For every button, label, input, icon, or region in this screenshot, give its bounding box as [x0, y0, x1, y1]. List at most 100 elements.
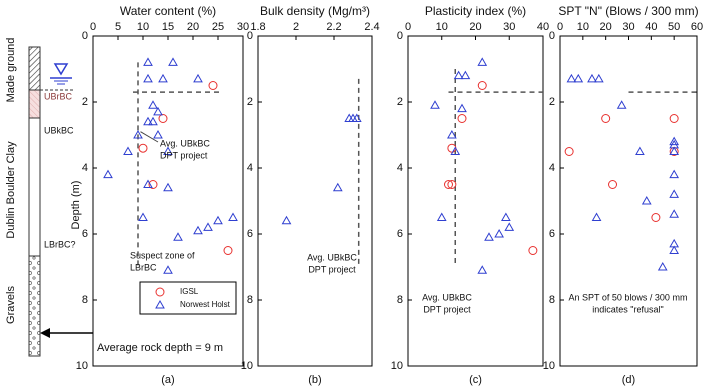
y-tick-label: 0	[397, 30, 403, 42]
point	[103, 169, 113, 179]
annotation: DPT project	[160, 150, 208, 160]
point	[153, 106, 163, 116]
panel-label: (a)	[161, 374, 174, 386]
point	[447, 129, 457, 139]
point	[641, 195, 652, 205]
point	[148, 100, 158, 109]
point	[143, 73, 153, 83]
strat-column	[28, 46, 75, 357]
point	[593, 73, 604, 83]
plot-frame	[559, 35, 698, 367]
x-tick-label: 20	[469, 21, 481, 33]
annotation: DPT project	[423, 304, 471, 314]
strata-label: Dublin Boulder Clay	[5, 141, 17, 239]
y-tick-label: 10	[76, 360, 88, 372]
y-tick-label: 6	[247, 228, 253, 240]
point	[173, 232, 183, 241]
legend-box	[139, 281, 237, 315]
strata-label: LBrBC?	[44, 239, 76, 249]
x-tick-label: 2.4	[364, 21, 379, 33]
x-tick-label: 20	[600, 21, 612, 33]
y-tick-label: 6	[397, 228, 403, 240]
y-tick-label: 2	[549, 96, 555, 108]
y-tick-label: 2	[247, 96, 253, 108]
point	[138, 143, 148, 153]
point	[351, 113, 362, 122]
point	[213, 215, 223, 225]
point	[143, 116, 153, 126]
y-tick-label: 6	[82, 228, 88, 240]
legend-marker	[155, 299, 165, 309]
point	[444, 180, 453, 189]
strata-label: Made ground	[5, 38, 17, 103]
point	[203, 222, 213, 231]
point	[163, 146, 173, 155]
x-tick-label: 25	[212, 21, 224, 33]
y-tick-label: 8	[247, 294, 253, 306]
point	[501, 212, 511, 221]
point	[601, 114, 611, 123]
strata-label: UBkBC	[44, 125, 74, 135]
annotation: Avg. UBkBC	[160, 138, 210, 148]
point	[457, 114, 467, 123]
point	[143, 179, 153, 188]
y-tick-label: 4	[247, 162, 253, 174]
x-tick-label: 30	[622, 21, 634, 33]
annotation: An SPT of 50 blows / 300 mm	[569, 292, 688, 302]
point	[591, 212, 602, 221]
x-tick-label: 5	[115, 21, 121, 33]
x-tick-label: 20	[187, 21, 199, 33]
strata-label: Gravels	[5, 286, 17, 324]
y-tick-label: 10	[391, 360, 403, 372]
point	[573, 73, 584, 83]
y-tick-label: 4	[549, 162, 555, 174]
point	[528, 246, 538, 255]
legend-marker	[155, 287, 165, 297]
point	[453, 70, 464, 80]
axis-title: Water content (%)	[120, 4, 216, 18]
plot-frame	[407, 35, 544, 367]
point	[163, 265, 173, 274]
y-axis-title: Depth (m)	[70, 181, 82, 230]
point	[193, 225, 203, 235]
x-tick-label: 2	[293, 21, 299, 33]
point	[669, 189, 680, 198]
x-tick-label: 1.8	[250, 21, 265, 33]
strata-label: UBrBC	[44, 91, 73, 101]
point	[608, 180, 618, 189]
y-tick-label: 0	[82, 30, 88, 42]
x-tick-label: 10	[577, 21, 589, 33]
point	[504, 222, 515, 231]
point	[635, 146, 645, 155]
plot-frame	[257, 35, 373, 367]
plot-frame	[92, 35, 244, 367]
point	[587, 73, 597, 83]
legend-label: IGSL	[180, 287, 199, 296]
y-tick-label: 10	[241, 360, 253, 372]
point	[669, 136, 680, 146]
y-tick-label: 8	[397, 294, 403, 306]
x-tick-label: 0	[557, 21, 563, 33]
point	[228, 212, 238, 221]
x-tick-label: 0	[90, 21, 96, 33]
point	[447, 180, 457, 189]
axis-title: Bulk density (Mg/m³)	[260, 4, 370, 18]
point	[208, 81, 218, 90]
x-tick-label: 2.2	[326, 21, 341, 33]
point	[616, 100, 627, 109]
point	[484, 232, 494, 241]
point	[669, 245, 680, 254]
point	[669, 209, 680, 218]
point	[436, 212, 447, 221]
y-tick-label: 8	[82, 294, 88, 306]
y-tick-label: 4	[397, 162, 403, 174]
annotation-leader	[140, 131, 159, 143]
axis-title: Plasticity index (%)	[425, 4, 526, 18]
point	[133, 129, 143, 139]
y-tick-label: 10	[543, 360, 555, 372]
x-tick-label: 60	[691, 21, 703, 33]
rock-arrow-head	[40, 328, 50, 338]
point	[281, 215, 292, 225]
y-tick-label: 0	[247, 30, 253, 42]
y-tick-label: 8	[549, 294, 555, 306]
